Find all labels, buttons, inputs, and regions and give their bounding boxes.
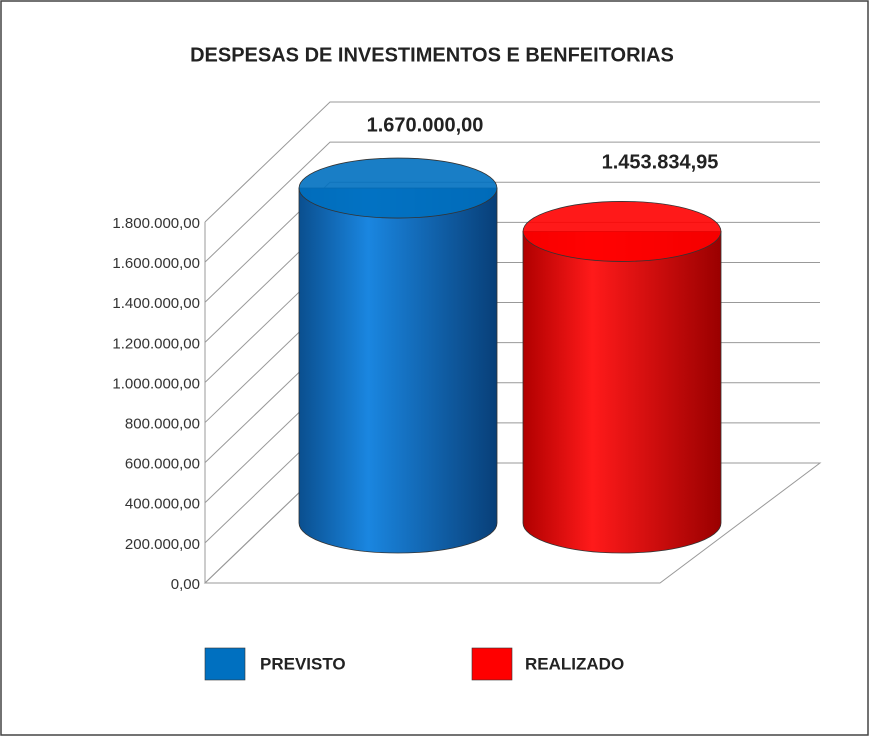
bar-top bbox=[522, 201, 722, 262]
legend-swatch bbox=[204, 647, 246, 681]
chart-title: DESPESAS DE INVESTIMENTOS E BENFEITORIAS bbox=[190, 44, 674, 66]
y-tick-label: 1.600.000,00 bbox=[112, 255, 200, 272]
cylinder bbox=[522, 201, 722, 554]
bar bbox=[298, 187, 498, 554]
legend-swatch bbox=[471, 647, 513, 681]
y-tick-label: 1.400.000,00 bbox=[112, 295, 200, 312]
y-tick-label: 600.000,00 bbox=[125, 456, 200, 473]
legend-label: REALIZADO bbox=[525, 654, 624, 673]
y-tick-label: 800.000,00 bbox=[125, 416, 200, 433]
y-tick-label: 0,00 bbox=[171, 576, 200, 593]
cylinder bbox=[298, 157, 498, 554]
y-tick-label: 1.200.000,00 bbox=[112, 335, 200, 352]
y-tick-label: 400.000,00 bbox=[125, 496, 200, 513]
y-tick-label: 1.000.000,00 bbox=[112, 375, 200, 392]
bar-top bbox=[298, 157, 498, 219]
y-tick-label: 200.000,00 bbox=[125, 536, 200, 553]
bar bbox=[522, 231, 722, 554]
value-label: 1.453.834,95 bbox=[602, 152, 719, 174]
y-tick-label: 1.800.000,00 bbox=[112, 215, 200, 232]
grid-line bbox=[204, 141, 820, 263]
value-label: 1.670.000,00 bbox=[367, 114, 484, 136]
legend-label: PREVISTO bbox=[260, 654, 346, 673]
grid-line bbox=[204, 101, 820, 223]
